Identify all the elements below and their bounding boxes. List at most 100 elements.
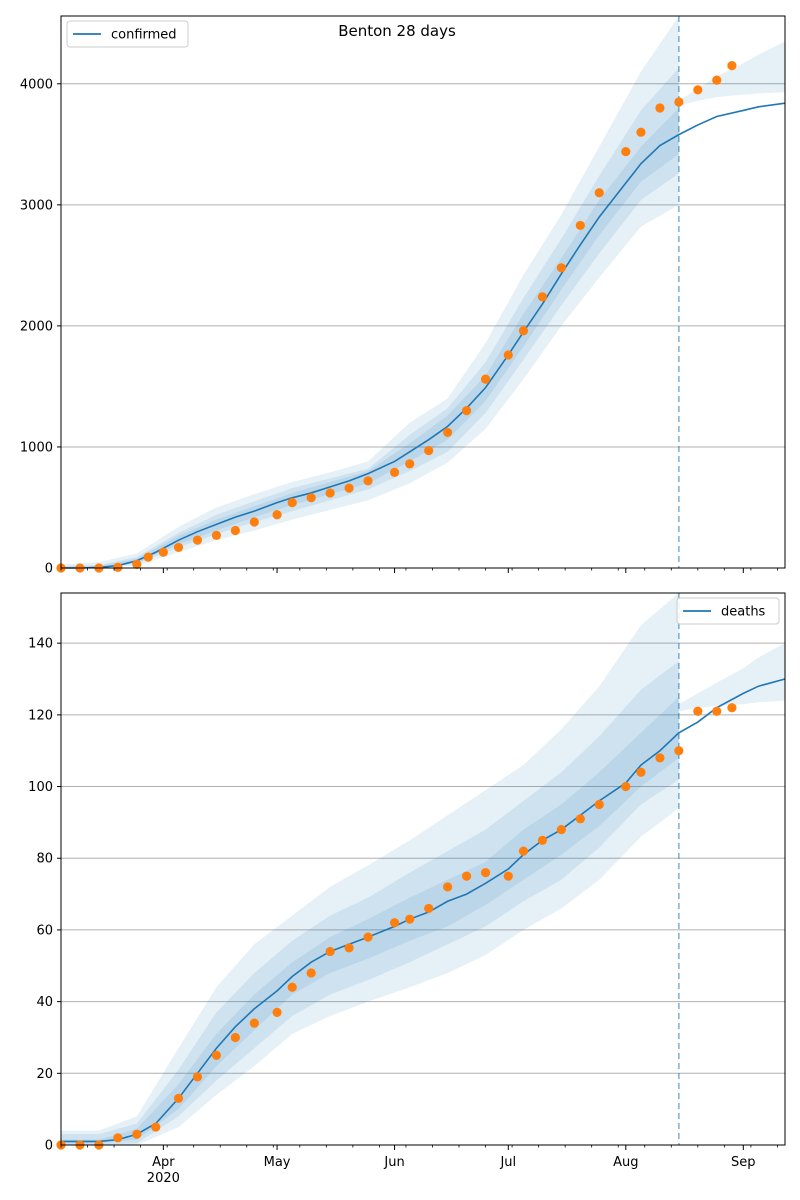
observed-point — [230, 525, 240, 536]
observed-point — [211, 530, 222, 540]
x-tick-label: Aug — [613, 1155, 638, 1170]
legend-label: deaths — [721, 605, 766, 620]
observed-point — [503, 871, 513, 881]
observed-point — [712, 706, 722, 716]
uncertainty-band-outer — [61, 593, 679, 1145]
observed-point — [556, 824, 566, 835]
observed-point — [480, 374, 491, 384]
observed-point — [693, 706, 703, 716]
observed-point — [518, 326, 529, 336]
observed-point — [173, 1093, 184, 1104]
observed-point — [344, 943, 354, 953]
observed-point — [287, 982, 297, 992]
observed-point — [113, 1133, 123, 1143]
observed-point — [503, 350, 513, 360]
observed-point — [727, 703, 737, 713]
y-tick-label: 60 — [36, 923, 53, 938]
observed-point — [424, 903, 434, 914]
x-tick-label: Apr — [152, 1155, 175, 1170]
deaths-model-line — [61, 678, 786, 1143]
observed-point — [325, 946, 335, 957]
y-tick-label: 120 — [28, 708, 53, 723]
observed-point — [249, 517, 259, 527]
y-tick-label: 2000 — [20, 319, 53, 334]
observed-point — [192, 1072, 203, 1082]
legend: confirmed — [66, 20, 189, 48]
x-tick-label: Sep — [731, 1155, 756, 1170]
observed-point — [405, 914, 415, 924]
observed-point — [461, 406, 472, 416]
y-tick-label: 80 — [36, 852, 53, 867]
observed-point — [674, 746, 684, 756]
observed-point — [727, 61, 737, 71]
observed-point — [272, 1007, 282, 1017]
uncertainty-band-post-forecast — [678, 643, 785, 712]
observed-point — [621, 146, 631, 157]
observed-point — [151, 1122, 161, 1132]
observed-point — [363, 476, 373, 486]
y-tick-label: 0 — [45, 562, 53, 577]
uncertainty-band-outer — [61, 16, 679, 568]
y-tick-label: 3000 — [20, 198, 53, 213]
y-tick-label: 140 — [28, 637, 53, 652]
observed-point — [211, 1050, 222, 1060]
observed-point — [636, 127, 646, 137]
observed-point — [287, 498, 297, 508]
observed-point — [363, 932, 373, 942]
confirmed-panel: 0 1000 2000 3000 4000 confirmed — [20, 15, 786, 577]
axes-frame — [60, 15, 786, 569]
observed-point — [575, 814, 585, 824]
observed-point — [480, 867, 491, 878]
observed-point — [132, 559, 142, 569]
observed-point — [344, 483, 354, 493]
uncertainty-band-inner — [61, 108, 679, 568]
observed-point — [712, 75, 722, 85]
observed-point — [424, 445, 434, 456]
observed-point — [594, 188, 604, 198]
observed-point — [693, 85, 703, 95]
uncertainty-band-middle — [61, 68, 679, 568]
legend-label: confirmed — [111, 28, 177, 43]
y-tick-label: 100 — [28, 780, 53, 795]
observed-point — [249, 1018, 259, 1028]
observed-point — [537, 292, 548, 302]
axes-frame — [60, 592, 786, 1146]
x-tick-label: Jul — [499, 1155, 516, 1170]
uncertainty-band-post-forecast — [678, 41, 785, 106]
observed-point — [173, 542, 184, 553]
observed-point — [518, 846, 529, 856]
observed-point — [443, 882, 453, 892]
legend-box — [66, 20, 189, 48]
observed-point — [306, 493, 316, 503]
x-tick-label: May — [264, 1155, 291, 1170]
x-year-label: 2020 — [147, 1171, 180, 1186]
observed-point — [325, 488, 335, 498]
observed-point — [575, 220, 585, 231]
observed-point — [192, 535, 203, 545]
observed-point — [594, 799, 604, 810]
observed-point — [113, 562, 123, 572]
observed-point — [621, 781, 631, 792]
observed-point — [230, 1032, 240, 1043]
legend-box — [676, 597, 780, 625]
observed-point — [636, 767, 646, 777]
y-tick-label: 4000 — [20, 77, 53, 92]
y-tick-label: 40 — [36, 995, 53, 1010]
legend: deaths — [676, 597, 780, 625]
observed-point — [405, 459, 415, 469]
confirmed-model-line — [61, 102, 786, 569]
observed-point — [272, 510, 282, 520]
x-tick-label: Jun — [383, 1155, 404, 1170]
uncertainty-band-middle — [61, 661, 679, 1145]
observed-point — [443, 427, 453, 438]
observed-point — [389, 467, 400, 477]
observed-point — [306, 968, 316, 978]
observed-point — [461, 871, 472, 881]
uncertainty-band-inner — [61, 696, 679, 1144]
observed-point — [537, 835, 548, 845]
observed-point — [158, 547, 168, 557]
y-tick-label: 1000 — [20, 440, 53, 455]
